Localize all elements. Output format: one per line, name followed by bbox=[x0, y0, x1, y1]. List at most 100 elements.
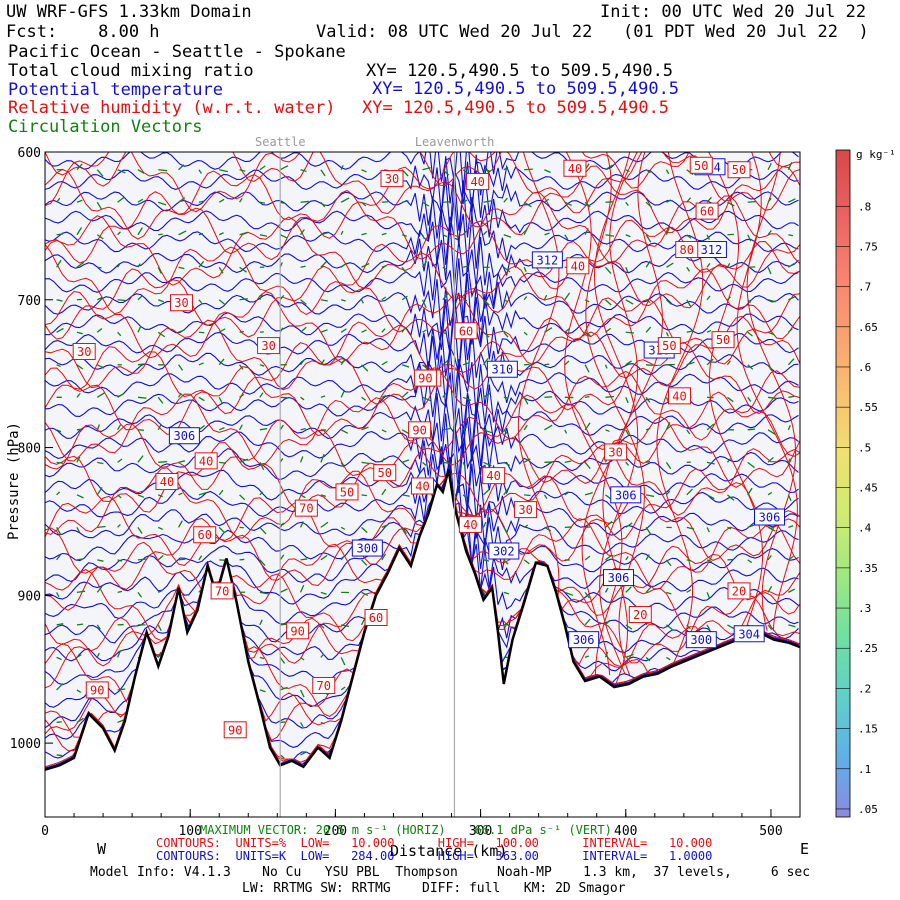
vector-arrow bbox=[198, 169, 203, 174]
rh-label-box bbox=[482, 467, 506, 485]
vector-arrow bbox=[259, 165, 266, 171]
theta-label-box bbox=[351, 539, 383, 557]
rh-label: 50 bbox=[732, 163, 746, 177]
vector-arrow bbox=[625, 397, 629, 404]
vector-arrow bbox=[706, 196, 712, 203]
vector-arrow bbox=[747, 200, 756, 203]
vector-arrow bbox=[381, 488, 387, 496]
colorbar-label: .55 bbox=[858, 401, 878, 414]
vector-arrow bbox=[56, 721, 62, 724]
vector-arrow bbox=[340, 526, 346, 530]
vector-arrow bbox=[483, 331, 490, 338]
vector-arrow bbox=[300, 299, 307, 305]
vector-arrow bbox=[686, 299, 692, 307]
rh-label: 30 bbox=[385, 172, 399, 186]
vector-arrow bbox=[300, 396, 305, 401]
location-label-seattle: Seattle bbox=[255, 135, 306, 149]
vector-arrow bbox=[320, 329, 328, 333]
theta-label-box bbox=[486, 360, 518, 378]
theta-label: 312 bbox=[537, 253, 559, 267]
vector-arrow bbox=[645, 396, 651, 403]
vector-arrow bbox=[361, 461, 370, 465]
vector-arrow bbox=[787, 424, 791, 431]
rh-label: 60 bbox=[459, 324, 473, 338]
vector-arrow bbox=[340, 328, 347, 333]
theta-contour-line bbox=[45, 154, 799, 216]
vector-arrow bbox=[340, 230, 344, 236]
rh-contour-line bbox=[45, 189, 800, 265]
vector-arrow bbox=[341, 624, 350, 628]
vector-arrow bbox=[726, 458, 732, 463]
vector-arrow bbox=[645, 554, 650, 561]
vector-arrow bbox=[442, 266, 448, 271]
vector-arrow bbox=[645, 586, 652, 593]
max-vector-text: MAXIMUM VECTOR: 20.5 m s⁻¹ (HORIZ) 66.1 … bbox=[200, 823, 612, 837]
rh-label-box bbox=[373, 464, 397, 482]
theta-label: 304 bbox=[738, 627, 760, 641]
rh-label: 40 bbox=[415, 479, 429, 493]
vector-arrow bbox=[544, 526, 552, 532]
rh-label: 20 bbox=[633, 608, 647, 622]
vector-arrow bbox=[76, 717, 84, 723]
theta-contour-line bbox=[45, 411, 799, 474]
vector-arrow bbox=[645, 326, 652, 333]
theta-label: 306 bbox=[615, 488, 637, 502]
vector-arrow bbox=[686, 488, 693, 496]
vector-arrow bbox=[604, 266, 612, 274]
west-label: W bbox=[97, 840, 107, 858]
vector-arrow bbox=[483, 392, 492, 398]
rh-contour-line bbox=[45, 165, 800, 240]
vector-arrow bbox=[503, 266, 511, 273]
vector-arrow bbox=[76, 163, 83, 171]
vector-arrow bbox=[97, 559, 104, 562]
rh-label-box bbox=[85, 681, 109, 699]
rh-label: 70 bbox=[299, 502, 313, 516]
vector-arrow bbox=[523, 424, 528, 431]
vector-arrow bbox=[361, 262, 370, 268]
rh-label-box bbox=[604, 443, 628, 461]
vector-arrow bbox=[259, 427, 268, 431]
vector-arrow bbox=[421, 234, 425, 239]
vector-arrow bbox=[747, 234, 752, 242]
vector-arrow bbox=[605, 234, 615, 237]
vector-arrow bbox=[726, 296, 731, 301]
rh-label-box bbox=[413, 369, 437, 387]
vector-arrow bbox=[259, 201, 265, 204]
vector-arrow bbox=[76, 527, 81, 533]
rh-label-box bbox=[454, 322, 478, 340]
vector-arrow bbox=[157, 266, 162, 274]
vector-arrow bbox=[218, 427, 225, 431]
vector-arrow bbox=[421, 299, 427, 309]
rh-label-box bbox=[364, 609, 388, 626]
vector-arrow bbox=[767, 396, 777, 400]
field-rh-label: Relative humidity (w.r.t. water) bbox=[8, 98, 336, 118]
vector-arrow bbox=[686, 624, 691, 630]
vector-arrow bbox=[96, 624, 101, 630]
vector-arrow bbox=[524, 494, 531, 497]
vector-arrow bbox=[788, 624, 796, 628]
vector-arrow bbox=[401, 526, 407, 535]
vector-arrow bbox=[523, 524, 529, 528]
vector-arrow bbox=[259, 591, 269, 595]
vector-arrow bbox=[706, 295, 711, 301]
vector-arrow bbox=[117, 231, 121, 236]
vector-arrow bbox=[178, 558, 186, 561]
rh-label-box bbox=[194, 452, 218, 470]
vector-arrow bbox=[462, 494, 467, 499]
rh-label: 30 bbox=[608, 445, 622, 459]
vector-arrow bbox=[686, 361, 695, 366]
vector-arrow bbox=[767, 555, 772, 561]
vector-arrow bbox=[218, 266, 224, 274]
vector-arrow bbox=[625, 429, 630, 437]
vector-arrow bbox=[503, 527, 508, 533]
vector-arrow bbox=[462, 230, 467, 236]
rh-label: 90 bbox=[90, 683, 104, 697]
y-tick-label: 700 bbox=[18, 294, 41, 309]
vector-arrow bbox=[686, 589, 692, 593]
vector-arrow bbox=[56, 491, 61, 496]
vector-arrow bbox=[625, 461, 630, 466]
y-axis-label: Pressure (hPa) bbox=[6, 422, 22, 541]
vector-arrow bbox=[503, 197, 508, 203]
colorbar-label: .25 bbox=[858, 642, 878, 655]
rh-contour-line bbox=[45, 265, 800, 340]
